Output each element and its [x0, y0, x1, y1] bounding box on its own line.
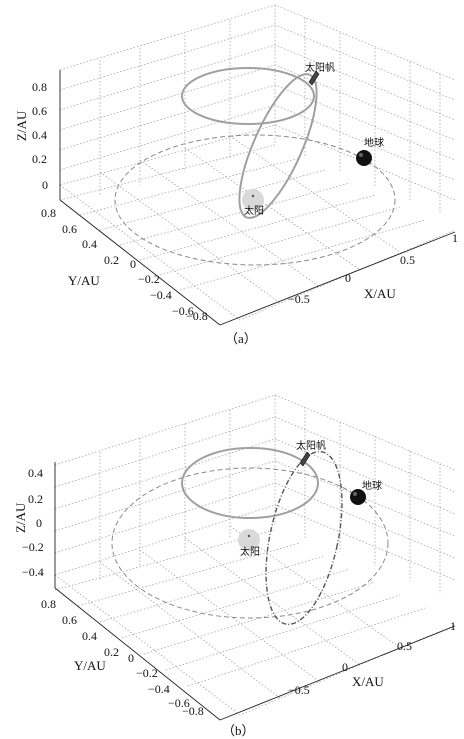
panel-b-x-tick: −0.5 [288, 683, 310, 697]
panel-a-x-tick: −0.5 [288, 292, 310, 306]
panel-a-earth-label: 地球 [364, 136, 384, 149]
panel-b-sun-marker [238, 529, 260, 551]
panel-b-y-tick: −0.2 [136, 666, 158, 680]
panel-b-z-tick: 0 [36, 516, 42, 530]
panel-a: 0.8 0.6 0.4 0.2 0 Z/AU 0.8 0.6 0.4 0.2 0… [14, 4, 458, 346]
panel-a-x-tick: 0.5 [400, 253, 415, 267]
panel-a-y-tick: −0.6 [172, 304, 194, 318]
panel-a-z-tick: 0.6 [32, 104, 47, 118]
panel-b-x-axis [219, 625, 456, 721]
panel-a-y-tick: 0 [130, 257, 136, 271]
panel-b-caption: （b） [222, 723, 255, 738]
panel-a-sail-orbit-loop [181, 67, 315, 125]
panel-b-z-axis-label: Z/AU [13, 502, 28, 533]
panel-b-earth-label: 地球 [362, 479, 382, 492]
panel-a-y-tick: 0.4 [82, 237, 97, 251]
panel-b-y-tick: 0.8 [41, 597, 56, 611]
panel-a-caption: （a） [225, 331, 257, 346]
panel-a-z-tick: 0.8 [32, 80, 47, 94]
panel-a-grid [59, 4, 456, 321]
panel-b-y-tick: 0.6 [62, 613, 77, 627]
panel-b-z-tick: −0.2 [22, 540, 44, 554]
panel-a-y-tick: 0.2 [104, 253, 119, 267]
panel-b-earth-highlight [353, 492, 357, 496]
panel-b-y-axis-label: Y/AU [74, 658, 106, 673]
panel-a-sun-center-dot [251, 194, 255, 198]
panel-a-earth-orbit [114, 134, 396, 266]
panel-b-x-axis-label: X/AU [352, 674, 384, 689]
panel-a-y-tick: −0.4 [150, 288, 172, 302]
panel-a-sail-label: 太阳帆 [305, 61, 335, 74]
panel-a-z-tick: 0 [42, 178, 48, 192]
panel-a-y-axis [59, 199, 221, 326]
panel-b-x-tick: 1 [450, 619, 456, 633]
panel-a-z-tick: 0.4 [32, 128, 47, 142]
panel-a-y-tick: 0.6 [62, 222, 77, 236]
panel-b-sun-center-dot [247, 534, 251, 538]
panel-b-x-tick: 0 [342, 660, 348, 674]
panel-a-z-tick: 0.2 [32, 152, 47, 166]
panel-a-sun-marker [242, 189, 264, 211]
panel-a-y-tick: −0.8 [186, 309, 208, 323]
panel-b-y-tick: −0.4 [148, 682, 170, 696]
panel-b-y-tick: −0.8 [182, 704, 204, 718]
panel-a-y-axis-label: Y/AU [68, 273, 100, 288]
panel-b-y-tick: −0.6 [168, 696, 190, 710]
panel-b-z-tick: −0.4 [22, 565, 44, 579]
panel-b-x-tick: 0.5 [397, 639, 412, 653]
panel-b-y-tick: 0.4 [82, 629, 97, 643]
panel-b-y-tick: 0.2 [104, 645, 119, 659]
panel-a-y-tick: −0.2 [138, 272, 160, 286]
panel-b-transfer-trajectory [265, 450, 343, 626]
panel-b-sail-orbit-loop [181, 447, 319, 519]
panel-b-z-tick: 0.2 [28, 492, 43, 506]
panel-b-solar-sail-icon [299, 451, 311, 467]
panel-b-grid [54, 394, 456, 716]
panel-b-y-axis [54, 587, 221, 721]
panel-b-sun-label: 太阳 [240, 545, 260, 558]
panel-b-z-tick: 0.4 [28, 466, 43, 480]
panel-a-x-tick: 0 [345, 271, 351, 285]
panel-a-x-axis [219, 231, 456, 326]
panel-a-x-axis-label: X/AU [364, 286, 396, 301]
panel-a-transfer-trajectory [238, 73, 318, 219]
panel-b-earth-orbit [111, 467, 389, 619]
panel-a-y-tick: 0.8 [41, 206, 56, 220]
panel-b-sail-label: 太阳帆 [296, 439, 326, 452]
panel-a-x-tick: 1 [452, 231, 458, 245]
panel-b: 0.4 0.2 0 −0.2 −0.4 Z/AU 0.8 0.6 0.4 0.2… [13, 394, 456, 738]
panel-b-y-tick: 0 [128, 651, 134, 665]
panel-a-sun-label: 太阳 [244, 204, 264, 217]
panel-a-z-axis-label: Z/AU [14, 110, 29, 141]
panel-a-earth-marker [356, 150, 372, 166]
panel-a-earth-highlight [359, 153, 363, 157]
panel-a-solar-sail-icon [308, 70, 320, 86]
